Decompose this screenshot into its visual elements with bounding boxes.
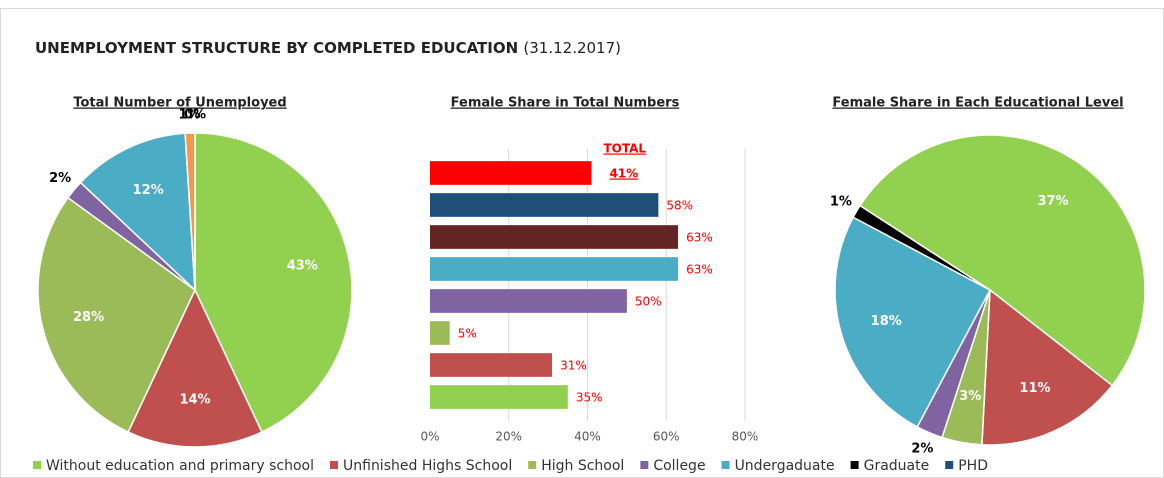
legend-label: PHD — [958, 458, 988, 474]
x-tick-label: 20% — [495, 430, 522, 444]
chart-title: UNEMPLOYMENT STRUCTURE BY COMPLETED EDUC… — [35, 39, 621, 57]
slice-label: 18% — [871, 314, 902, 329]
subtitle: (31.12.2017) — [523, 39, 621, 57]
bar — [430, 353, 553, 377]
x-tick-label: 40% — [574, 430, 601, 444]
legend-label: Without education and primary school — [46, 458, 314, 474]
pie-slice — [37, 196, 196, 434]
bar — [430, 289, 627, 313]
legend-label: Undergaduate — [735, 458, 835, 474]
legend-label: High School — [541, 458, 624, 474]
value-label: 31% — [560, 359, 587, 373]
slice-label: 37% — [1037, 194, 1068, 209]
bar — [430, 193, 659, 217]
x-tick-label: 0% — [420, 430, 439, 444]
x-tick-label: 80% — [732, 430, 759, 444]
pie-slice — [852, 204, 991, 291]
bar — [430, 161, 592, 185]
bar — [430, 257, 679, 281]
legend-swatch — [850, 461, 859, 469]
slice-label: 12% — [133, 183, 164, 198]
legend-swatch — [945, 461, 954, 469]
legend-swatch — [33, 461, 41, 469]
value-label: 5% — [458, 327, 477, 341]
slice-label: 1% — [830, 195, 852, 210]
subchart-title: Female Share in Total Numbers — [451, 96, 680, 111]
legend-label: Unfinished Highs School — [343, 458, 512, 474]
legend-swatch — [640, 461, 649, 469]
slice-label: 2% — [911, 442, 933, 457]
slice-label: 14% — [179, 392, 210, 407]
bar — [430, 321, 450, 345]
legend-label: Graduate — [864, 458, 930, 474]
slice-label: 3% — [959, 389, 981, 404]
pie-slice — [79, 132, 196, 292]
legend-swatch — [330, 461, 338, 469]
legend-label: College — [653, 458, 705, 474]
value-label: 50% — [635, 295, 662, 309]
value-label: 63% — [686, 263, 713, 277]
pie-slice — [981, 288, 1114, 446]
bar — [430, 385, 568, 409]
legend-swatch — [721, 461, 730, 469]
bar — [430, 225, 679, 249]
value-label: 41% — [609, 167, 638, 181]
pie-slice — [858, 134, 1146, 387]
title: UNEMPLOYMENT STRUCTURE BY COMPLETED EDUC… — [35, 39, 518, 57]
value-label: 63% — [686, 231, 713, 245]
value-label: 35% — [576, 391, 603, 405]
x-tick-label: 60% — [653, 430, 680, 444]
subchart-title: Female Share in Each Educational Level — [832, 96, 1123, 111]
legend-swatch — [528, 461, 537, 469]
slice-label: 43% — [287, 259, 318, 274]
pie-slice — [127, 288, 263, 448]
pie-slice — [194, 132, 353, 434]
slice-label: 28% — [73, 310, 104, 325]
category-label: TOTAL — [603, 142, 646, 156]
slice-label: 2% — [49, 171, 71, 186]
slice-label: 1% — [178, 108, 200, 123]
slice-label: 0% — [184, 108, 206, 123]
value-label: 58% — [666, 199, 693, 213]
subchart-title: Total Number of Unemployed — [73, 96, 286, 111]
slice-label: 11% — [1019, 381, 1050, 396]
